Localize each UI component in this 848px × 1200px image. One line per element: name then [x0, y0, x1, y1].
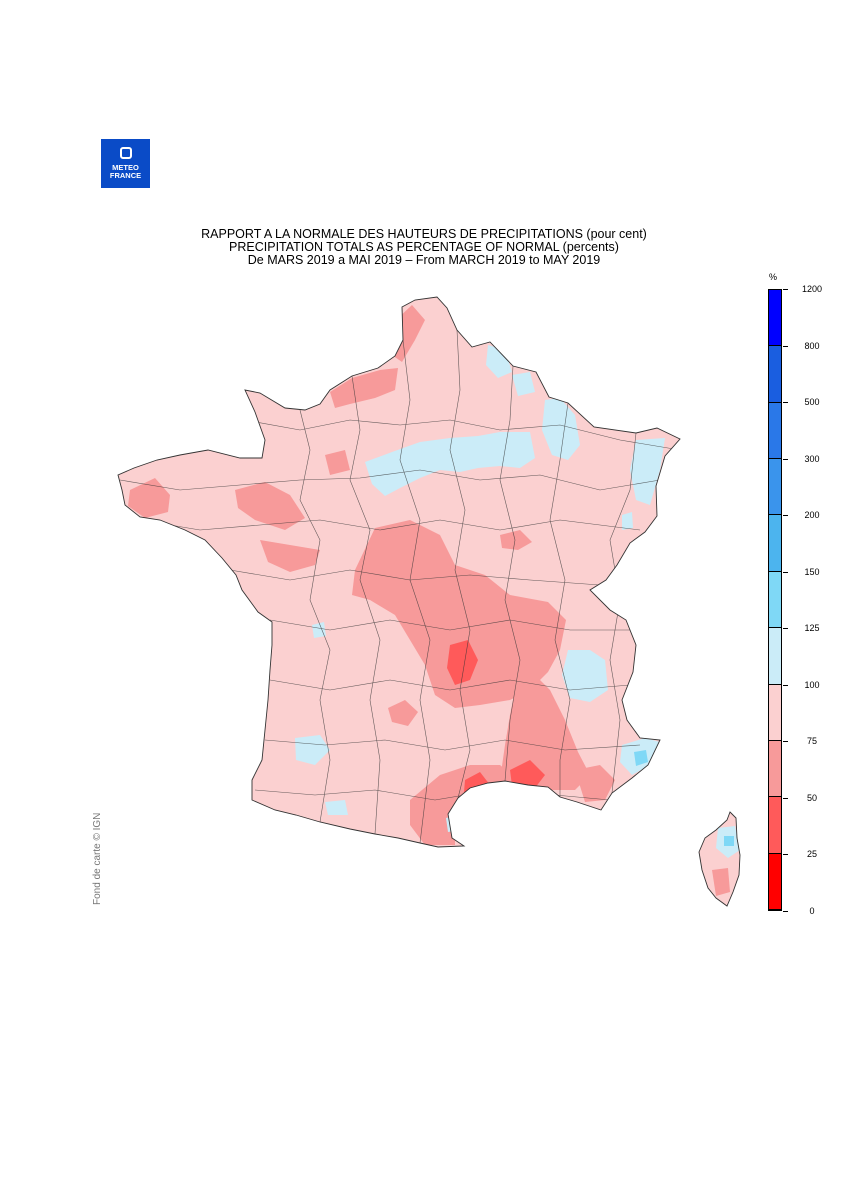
legend-label-800: 800 [804, 340, 820, 351]
legend-colorbar [768, 289, 782, 911]
map-credit: Fond de carte © IGN [92, 812, 103, 905]
legend-tick [783, 741, 788, 743]
zone-auvergne-strong-deficit [447, 640, 478, 685]
zone-southeast-deficit [500, 675, 590, 790]
corsica-north-wet [724, 836, 734, 846]
zone-pyrenees-surplus [325, 800, 348, 815]
legend-tick [783, 345, 788, 347]
zone-provence-deficit [575, 765, 615, 802]
logo-mark-icon [119, 147, 132, 159]
title-line-english: PRECIPITATION TOTALS AS PERCENTAGE OF NO… [229, 240, 619, 254]
corsica-south-deficit [712, 868, 730, 896]
logo-text-line2: FRANCE [109, 171, 142, 180]
zone-alps-surplus [562, 650, 608, 702]
legend-tick [783, 515, 788, 517]
zone-brittany-deficit [128, 478, 170, 518]
legend-tick [783, 458, 788, 460]
mainland-outline [117, 296, 681, 848]
legend-tick [783, 854, 788, 856]
zone-jura-surplus [622, 512, 633, 530]
meteo-france-logo: METEO FRANCE [101, 139, 150, 188]
zone-charente-surplus [312, 622, 326, 638]
map-title: RAPPORT A LA NORMALE DES HAUTEURS DE PRE… [100, 228, 748, 267]
legend-tick [783, 402, 788, 404]
legend-tick [783, 571, 788, 573]
legend-swatch-0-25 [769, 853, 781, 910]
legend-label-50: 50 [806, 792, 817, 803]
legend-label-200: 200 [804, 510, 820, 521]
zone-normandy-deficit [330, 368, 398, 408]
zone-landes-surplus [295, 735, 330, 765]
zone-nice-wet [634, 750, 648, 766]
corsica-outline [698, 811, 741, 907]
zone-bretagne-north-deficit [325, 450, 350, 475]
zone-champagne-deficit [500, 530, 532, 550]
legend-swatch-150-200 [769, 515, 781, 572]
department-boundaries [119, 329, 680, 844]
legend-tick [783, 628, 788, 630]
zone-aude-surplus [446, 815, 460, 832]
zone-ile-de-france-surplus [365, 432, 535, 496]
legend-tick [783, 911, 788, 912]
logo-text-line1: METEO [112, 163, 139, 172]
title-line-period: De MARS 2019 a MAI 2019 – From MARCH 201… [247, 253, 601, 267]
legend-swatch-125-150 [769, 571, 781, 629]
zone-rhone-strong-deficit [510, 760, 545, 788]
zone-pays-loire-deficit [235, 482, 305, 530]
legend-tick [783, 684, 788, 686]
legend-swatch-800-1200 [769, 290, 781, 347]
legend-label-150: 150 [804, 566, 820, 577]
legend-label-25: 25 [806, 849, 817, 860]
zone-ardennes-east-surplus [512, 372, 535, 396]
title-line-french: RAPPORT A LA NORMALE DES HAUTEURS DE PRE… [201, 227, 647, 241]
zone-limousin-deficit [388, 700, 418, 726]
legend-label-125: 125 [804, 623, 820, 634]
legend-label-1200: 1200 [801, 284, 823, 294]
legend-unit: % [769, 272, 778, 282]
zone-alsace-surplus [630, 438, 665, 505]
mainland-france [117, 296, 681, 848]
legend-swatch-75-100 [769, 684, 781, 741]
legend-label-100: 100 [804, 679, 820, 690]
zone-lorraine-surplus [542, 398, 580, 460]
legend-label-0: 0 [809, 906, 815, 916]
legend-swatch-200-300 [769, 459, 781, 516]
zone-vendee-deficit [260, 540, 320, 572]
legend-swatch-500-800 [769, 346, 781, 403]
legend-tick [783, 289, 788, 290]
legend-label-500: 500 [804, 397, 820, 408]
legend-swatch-100-125 [769, 628, 781, 685]
zone-center-deficit [352, 520, 566, 708]
legend-swatch-25-50 [769, 797, 781, 854]
legend-label-75: 75 [806, 736, 817, 747]
legend-swatch-50-75 [769, 740, 781, 798]
legend-tick [783, 797, 788, 799]
legend-label-300: 300 [804, 453, 820, 464]
legend-swatch-300-500 [769, 402, 781, 460]
corsica [698, 811, 741, 907]
